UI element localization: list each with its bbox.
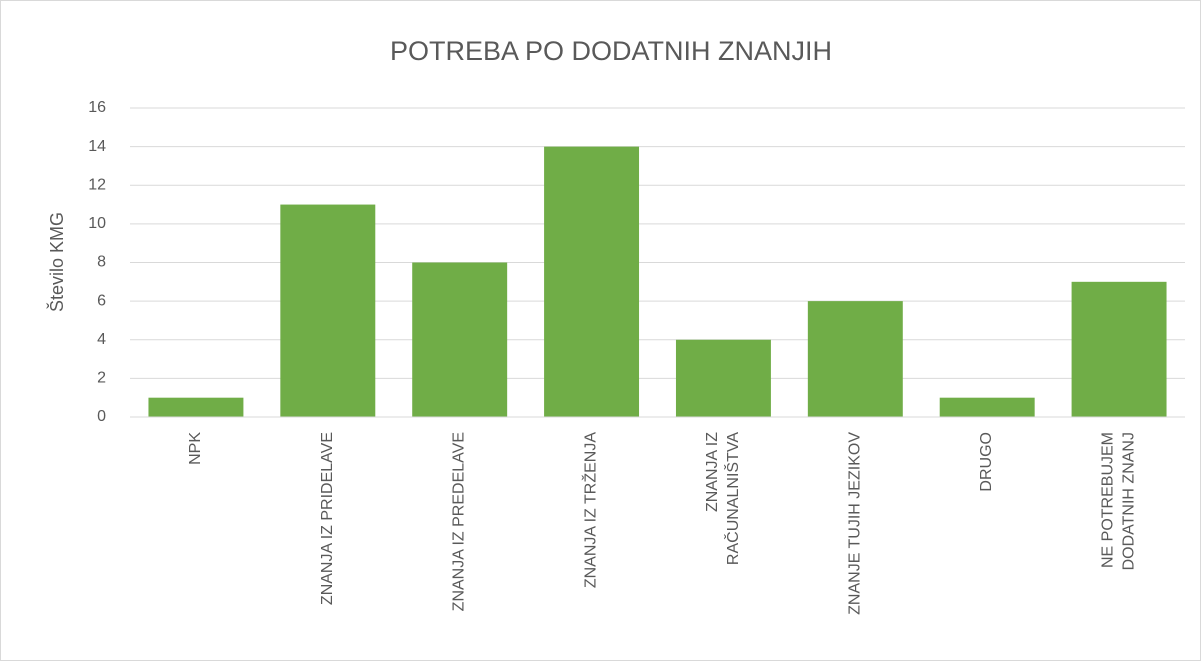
x-tick-label: NPK [187, 432, 204, 465]
bar [148, 397, 244, 417]
bar [280, 204, 376, 417]
y-tick-label: 6 [97, 292, 106, 309]
x-tick-label: DRUGO [978, 432, 995, 492]
y-tick-label: 12 [88, 176, 106, 193]
x-tick-label: ZNANJE TUJIH JEZIKOV [847, 432, 864, 615]
y-tick-label: 14 [88, 138, 106, 155]
y-tick-label: 8 [97, 254, 106, 271]
y-tick-label: 2 [97, 370, 106, 387]
x-tick-label: ZNANJA IZ TRŽENJA [581, 432, 600, 588]
y-axis-label: Število KMG [46, 212, 67, 312]
x-tick-label: NE POTREBUJEM DODATNIH ZNANJ [1100, 432, 1138, 570]
x-tick-label: ZNANJA IZ PREDELAVE [451, 432, 468, 611]
chart-title: POTREBA PO DODATNIH ZNANJIH [390, 36, 832, 66]
bar [544, 146, 640, 417]
bar [807, 301, 903, 417]
bar [412, 262, 508, 417]
y-tick-label: 10 [88, 215, 106, 232]
bar [1071, 281, 1167, 417]
bar [939, 397, 1035, 417]
x-tick-label: ZNANJA IZ RAČUNALNIŠTVA [704, 432, 742, 565]
y-tick-label: 0 [97, 408, 106, 425]
x-tick-label: ZNANJA IZ PRIDELAVE [319, 432, 336, 605]
y-tick-label: 4 [97, 331, 106, 348]
bar [675, 339, 771, 417]
y-tick-label: 16 [88, 99, 106, 116]
